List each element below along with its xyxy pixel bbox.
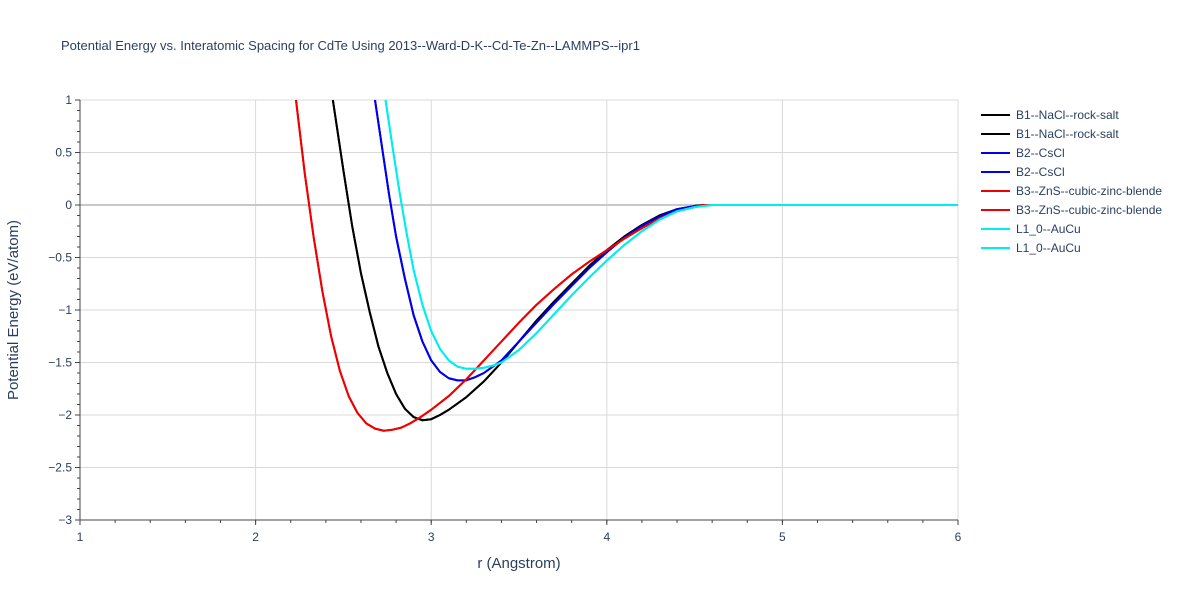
- legend[interactable]: B1--NaCl--rock-salt B1--NaCl--rock-salt B2…: [981, 108, 1162, 255]
- series-line-4: [294, 100, 958, 432]
- x-tick-label: 1: [77, 530, 84, 544]
- x-axis-ticks: 1 2 3 4 5 6: [77, 520, 962, 544]
- series-line-7: [384, 100, 958, 370]
- series-line-0: [331, 100, 958, 422]
- legend-label: L1_0--AuCu: [1016, 241, 1081, 255]
- y-tick-label: −2: [58, 408, 72, 422]
- legend-item[interactable]: L1_0--AuCu: [981, 241, 1081, 255]
- x-tick-label: 4: [603, 530, 610, 544]
- y-tick-label: −0.5: [48, 251, 72, 265]
- y-tick-label: −2.5: [48, 461, 72, 475]
- legend-label: L1_0--AuCu: [1016, 222, 1081, 236]
- legend-item[interactable]: B1--NaCl--rock-salt: [981, 127, 1119, 141]
- legend-label: B3--ZnS--cubic-zinc-blende: [1016, 203, 1162, 217]
- y-tick-label: −3: [58, 513, 72, 527]
- y-tick-label: 1: [65, 93, 72, 107]
- legend-item[interactable]: B2--CsCl: [981, 165, 1065, 179]
- legend-label: B1--NaCl--rock-salt: [1016, 108, 1119, 122]
- legend-label: B2--CsCl: [1016, 146, 1065, 160]
- x-tick-label: 3: [428, 530, 435, 544]
- x-tick-label: 5: [779, 530, 786, 544]
- legend-label: B2--CsCl: [1016, 165, 1065, 179]
- legend-item[interactable]: B1--NaCl--rock-salt: [981, 108, 1119, 122]
- legend-item[interactable]: B3--ZnS--cubic-zinc-blende: [981, 184, 1162, 198]
- series-layer: [294, 100, 958, 432]
- legend-item[interactable]: B3--ZnS--cubic-zinc-blende: [981, 203, 1162, 217]
- y-tick-label: 0.5: [55, 146, 72, 160]
- series-line-6: [384, 100, 958, 370]
- legend-item[interactable]: B2--CsCl: [981, 146, 1065, 160]
- x-tick-label: 6: [955, 530, 962, 544]
- series-line-3: [374, 100, 958, 382]
- legend-label: B3--ZnS--cubic-zinc-blende: [1016, 184, 1162, 198]
- series-line-2: [374, 100, 958, 382]
- y-axis-ticks: 1 0.5 0 −0.5 −1 −1.5 −2 −2.5 −3: [48, 93, 80, 527]
- legend-label: B1--NaCl--rock-salt: [1016, 127, 1119, 141]
- x-axis-label: r (Angstrom): [477, 555, 560, 572]
- y-tick-label: −1.5: [48, 356, 72, 370]
- grid: [80, 99, 959, 520]
- y-tick-label: −1: [58, 303, 72, 317]
- y-tick-label: 0: [65, 198, 72, 212]
- x-tick-label: 2: [252, 530, 259, 544]
- legend-item[interactable]: L1_0--AuCu: [981, 222, 1081, 236]
- y-axis-label: Potential Energy (eV/atom): [5, 220, 22, 400]
- series-line-5: [294, 100, 958, 432]
- chart-title: Potential Energy vs. Interatomic Spacing…: [61, 38, 640, 53]
- series-line-1: [331, 100, 958, 422]
